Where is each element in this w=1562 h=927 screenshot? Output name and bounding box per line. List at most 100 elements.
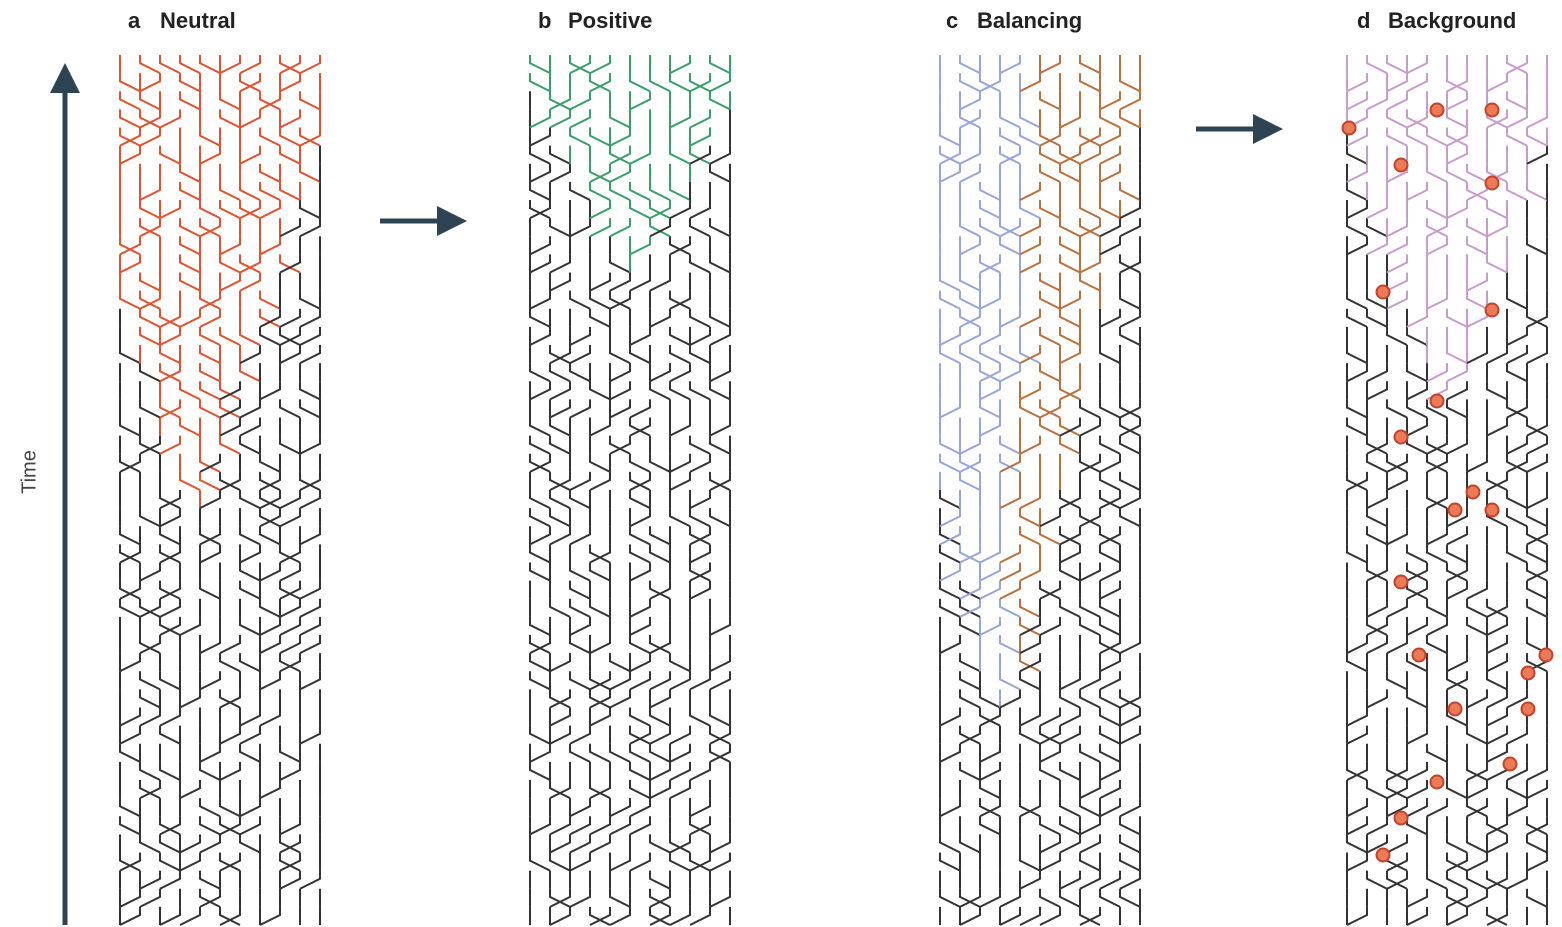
lineage: [1080, 399, 1100, 417]
lineage: [940, 399, 960, 417]
lineage: [1467, 689, 1487, 707]
lineage: [980, 889, 1000, 907]
lineage: [160, 853, 180, 871]
lineage: [1040, 164, 1060, 182]
lineage: [610, 363, 630, 381]
mutation: [1431, 104, 1444, 117]
lineage: [1120, 708, 1140, 726]
lineage: [1040, 526, 1060, 544]
lineage: [1367, 526, 1387, 544]
lineage: [1387, 273, 1407, 291]
lineage: [650, 871, 670, 889]
lineage: [590, 381, 610, 399]
lineage: [160, 907, 180, 925]
lineage: [670, 418, 690, 436]
lineage: [1467, 581, 1487, 599]
lineage: [710, 653, 730, 671]
lineage: [160, 762, 180, 780]
lineage: [1040, 834, 1060, 852]
lineage: [590, 273, 610, 291]
lineage: [650, 273, 670, 291]
lineage: [650, 834, 670, 852]
lineage: [570, 744, 590, 762]
lineage: [710, 363, 730, 381]
lineage: [960, 472, 980, 490]
lineage: [650, 526, 670, 544]
lineage: [300, 581, 320, 599]
mutation: [1413, 649, 1426, 662]
lineage: [1060, 726, 1080, 744]
lineage: [120, 418, 140, 436]
lineage: [630, 490, 650, 508]
lineage: [690, 128, 710, 146]
lineage: [980, 581, 1000, 599]
lineage: [140, 363, 160, 381]
lineage: [160, 671, 180, 689]
lineage: [1347, 200, 1367, 218]
lineage: [630, 671, 650, 689]
lineage: [940, 291, 960, 309]
lineage: [1487, 708, 1507, 726]
lineage: [300, 436, 320, 454]
lineage: [140, 55, 160, 73]
lineage: [1040, 291, 1060, 309]
lineage: [1347, 73, 1367, 91]
lineage: [710, 617, 730, 635]
lineage: [140, 563, 160, 581]
lineage: [630, 708, 650, 726]
lineage: [1040, 708, 1060, 726]
lineage: [1080, 816, 1100, 834]
lineage: [550, 273, 570, 291]
lineage: [1040, 816, 1060, 834]
lineage: [1120, 109, 1140, 127]
lineage: [1100, 436, 1120, 454]
lineage: [710, 834, 730, 852]
lineage: [1487, 834, 1507, 852]
lineage: [1467, 236, 1487, 254]
lineage: [1507, 871, 1527, 889]
lineage: [1060, 834, 1080, 852]
mutation: [1486, 504, 1499, 517]
lineage: [960, 653, 980, 671]
lineage: [1427, 526, 1447, 544]
lineage: [570, 853, 590, 871]
lineage: [1527, 490, 1547, 508]
lineage: [1527, 508, 1547, 526]
lineage: [160, 871, 180, 889]
lineage: [570, 490, 590, 508]
lineage: [630, 200, 650, 218]
lineage: [1407, 726, 1427, 744]
lineage: [1060, 109, 1080, 127]
lineage: [710, 853, 730, 871]
lineage: [120, 708, 140, 726]
lineage: [200, 345, 220, 363]
lineage: [1407, 780, 1427, 798]
lineage: [1020, 254, 1040, 272]
lineage: [960, 146, 980, 164]
lineage: [120, 653, 140, 671]
lineage: [280, 182, 300, 200]
lineage: [140, 273, 160, 291]
lineage: [200, 490, 220, 508]
lineage: [960, 273, 980, 291]
lineage: [1060, 816, 1080, 834]
lineage: [1040, 146, 1060, 164]
lineage: [1020, 871, 1040, 889]
lineage: [630, 146, 650, 164]
lineage: [980, 381, 1000, 399]
lineage: [140, 871, 160, 889]
lineage: [610, 798, 630, 816]
lineage: [1387, 599, 1407, 617]
lineage: [1080, 254, 1100, 272]
lineage: [140, 327, 160, 345]
lineage: [140, 834, 160, 852]
lineage: [630, 345, 650, 363]
lineage: [1487, 254, 1507, 272]
lineage: [1120, 889, 1140, 907]
lineage: [120, 73, 140, 91]
lineage: [1387, 128, 1407, 146]
lineage: [240, 653, 260, 671]
lineage: [120, 726, 140, 744]
lineage: [180, 853, 200, 871]
lineage: [1407, 889, 1427, 907]
